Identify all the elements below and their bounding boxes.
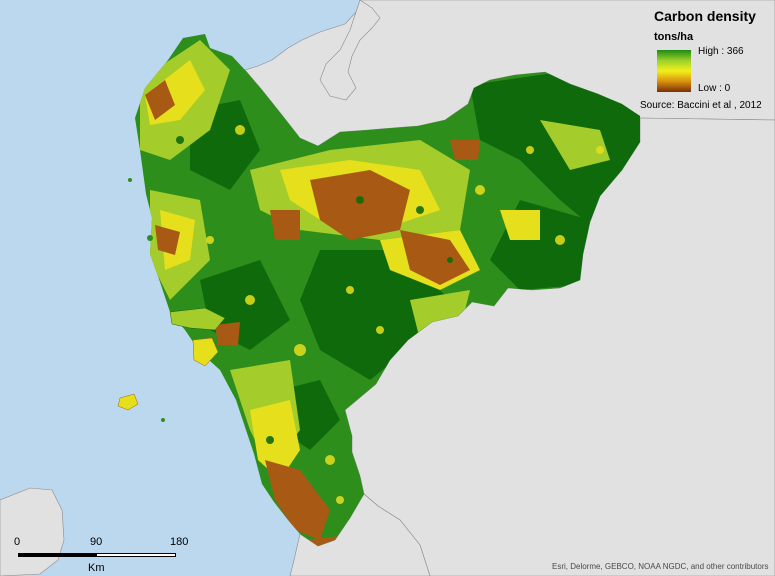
legend-low-label: Low : 0 — [698, 83, 731, 94]
island-small — [117, 393, 139, 411]
islet — [161, 418, 165, 422]
legend-panel: Carbon density tons/ha High : 366 Low : … — [640, 0, 775, 120]
scale-tick-label: 0 — [14, 536, 21, 548]
island-southern — [192, 337, 219, 367]
map-attribution: Esri, Delorme, GEBCO, NOAA NGDC, and oth… — [552, 562, 769, 571]
scale-unit: Km — [88, 562, 105, 574]
scale-bar: 0 90 180 Km — [10, 536, 195, 576]
island-bay — [169, 307, 226, 331]
legend-units: tons/ha — [654, 31, 694, 43]
islet — [128, 178, 132, 182]
legend-color-ramp — [657, 50, 691, 92]
scale-tick-label: 90 — [90, 536, 103, 548]
source-citation: Source: Baccini et al , 2012 — [640, 100, 762, 111]
peninsula-northeast — [319, 0, 381, 101]
scale-segment — [96, 553, 176, 557]
scale-segment — [18, 553, 96, 557]
legend-title: Carbon density — [654, 8, 756, 24]
legend-high-label: High : 366 — [698, 46, 744, 57]
islet — [147, 235, 153, 241]
scale-tick-label: 180 — [170, 536, 189, 548]
